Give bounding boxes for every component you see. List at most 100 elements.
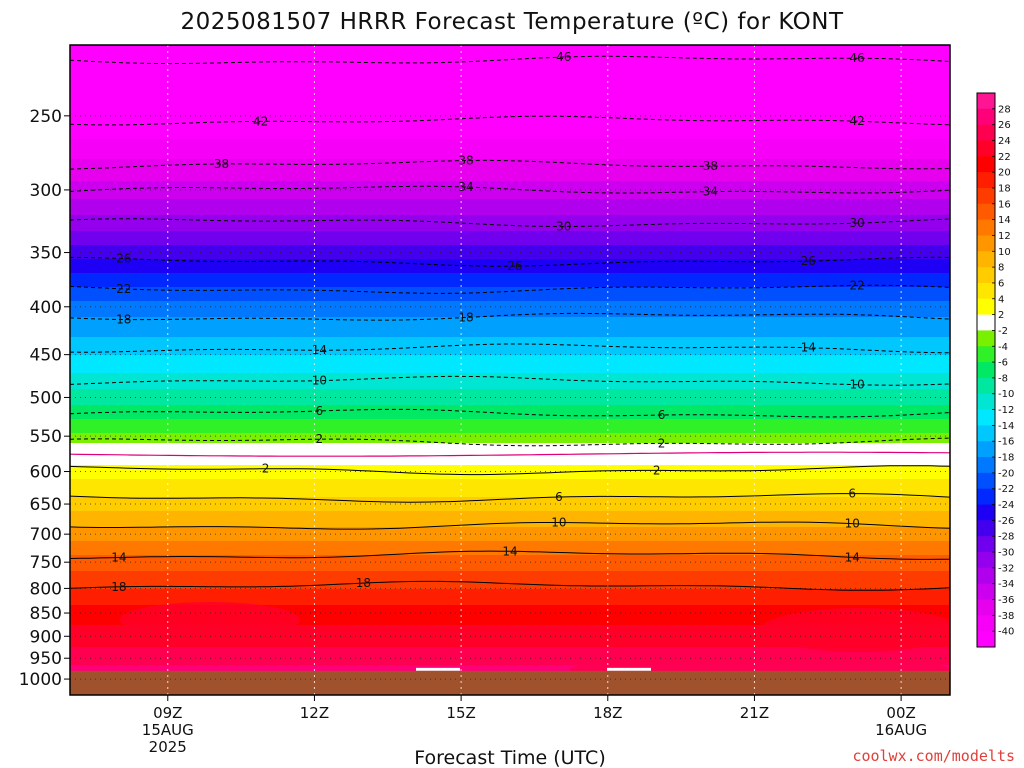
temperature-band	[70, 63, 950, 66]
colorbar-swatch	[977, 441, 995, 458]
temperature-band	[70, 85, 950, 88]
contour-label: 18	[111, 580, 126, 594]
x-tick-label: 21Z	[740, 704, 769, 722]
temperature-band	[70, 613, 950, 616]
temperature-band	[70, 197, 950, 200]
temperature-band	[70, 559, 950, 562]
plot-frame	[69, 44, 951, 696]
temperature-band	[70, 399, 950, 402]
temperature-band	[70, 237, 950, 240]
contour-label: 2	[316, 432, 324, 446]
temperature-band	[70, 281, 950, 284]
credit-text[interactable]: coolwx.com/modelts	[852, 747, 1015, 765]
temperature-band	[70, 479, 950, 482]
temperature-band	[70, 659, 950, 662]
temperature-band	[70, 417, 950, 420]
temperature-band	[70, 87, 950, 90]
temperature-band	[70, 151, 950, 154]
contour-label: 46	[849, 51, 864, 65]
temperature-band	[70, 521, 950, 524]
temperature-band	[70, 461, 950, 464]
temperature-band	[70, 119, 950, 122]
temperature-band	[70, 89, 950, 92]
temperature-band	[70, 387, 950, 390]
temperature-band	[70, 113, 950, 116]
temperature-band	[70, 309, 950, 312]
temperature-band	[70, 209, 950, 212]
colorbar-swatch	[977, 219, 995, 236]
colorbar-swatch	[977, 346, 995, 363]
temperature-band	[70, 105, 950, 108]
temperature-band	[70, 329, 950, 332]
temperature-band	[70, 339, 950, 342]
temperature-band	[70, 333, 950, 336]
temperature-band	[70, 637, 950, 640]
y-tick-label: 750	[30, 553, 62, 573]
temperature-band	[70, 541, 950, 544]
temperature-band	[70, 179, 950, 182]
temperature-band	[70, 583, 950, 586]
colorbar-label: 28	[998, 104, 1011, 115]
temperature-band	[70, 355, 950, 358]
temperature-band	[70, 665, 950, 668]
temperature-band	[70, 377, 950, 380]
contour-label: 10	[551, 516, 566, 530]
temperature-band	[70, 475, 950, 478]
temperature-band	[70, 221, 950, 224]
contour-label: 38	[458, 154, 473, 168]
contour-label: 38	[214, 157, 229, 171]
colorbar-label: -4	[998, 342, 1008, 353]
temperature-band	[70, 469, 950, 472]
contour-label: 2	[262, 462, 270, 476]
temperature-band	[70, 149, 950, 152]
temperature-band	[70, 413, 950, 416]
temperature-band	[70, 627, 950, 630]
colorbar-swatch	[977, 393, 995, 411]
temperature-band	[70, 171, 950, 174]
temperature-band	[70, 401, 950, 404]
temperature-band	[70, 481, 950, 484]
temperature-band	[70, 117, 950, 120]
temperature-band	[70, 633, 950, 636]
temperature-band	[70, 519, 950, 522]
temperature-band	[70, 555, 950, 558]
temperature-band	[70, 609, 950, 612]
temperature-band	[70, 463, 950, 466]
temperature-band	[70, 157, 950, 160]
colorbar-swatch	[977, 457, 995, 474]
temperature-band	[70, 403, 950, 406]
temperature-band	[70, 667, 950, 670]
temperature-band	[70, 259, 950, 262]
temperature-band	[70, 509, 950, 512]
colorbar-swatch	[977, 425, 995, 442]
temperature-band	[70, 253, 950, 256]
grid	[70, 45, 950, 695]
temperature-band	[70, 129, 950, 132]
temperature-band	[70, 537, 950, 540]
temperature-band	[70, 411, 950, 414]
temperature-band	[70, 653, 950, 656]
temperature-band	[70, 513, 950, 516]
temperature-band	[70, 601, 950, 604]
colorbar-swatch	[977, 140, 995, 157]
temperature-band	[70, 141, 950, 144]
temperature-band	[70, 645, 950, 648]
y-tick-label: 1000	[19, 670, 62, 690]
temperature-band	[70, 515, 950, 518]
temperature-band	[70, 495, 950, 498]
colorbar-swatch	[977, 156, 995, 173]
contour-label: 46	[556, 50, 571, 64]
x-tick-label: 15Z	[446, 704, 475, 722]
temperature-band	[70, 431, 950, 434]
temperature-band	[70, 507, 950, 510]
temperature-band	[70, 351, 950, 354]
temperature-band	[70, 271, 950, 274]
temperature-band	[70, 47, 950, 50]
temperature-band	[70, 65, 950, 68]
temperature-band	[70, 165, 950, 168]
temperature-band	[70, 391, 950, 394]
temperature-band	[70, 77, 950, 80]
temperature-band	[70, 497, 950, 500]
temperature-band	[70, 369, 950, 372]
temperature-band	[70, 163, 950, 166]
